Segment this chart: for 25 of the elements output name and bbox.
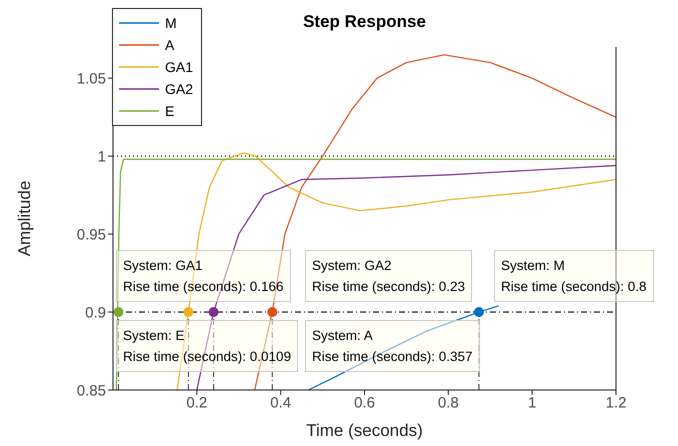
annotation: System: M Rise time (seconds): 0.8 [494, 250, 654, 302]
x-tick-label: 1 [528, 394, 536, 412]
legend-label: M [165, 14, 177, 33]
y-tick-label: 1.05 [76, 70, 106, 88]
x-tick-label: 0.2 [186, 394, 208, 412]
chart-title: Step Response [303, 12, 426, 31]
x-axis-title: Time (seconds) [306, 421, 423, 440]
legend-label: GA2 [165, 80, 194, 99]
y-tick-label: 0.95 [76, 226, 106, 244]
line-series [308, 305, 500, 390]
y-axis-title: Amplitude [15, 180, 34, 256]
annotation: System: GA1 Rise time (seconds): 0.166 [116, 250, 291, 302]
x-tick-label: 0.8 [438, 394, 459, 412]
annotation: System: GA2 Rise time (seconds): 0.23 [305, 250, 472, 302]
x-tick-label: 1.2 [606, 394, 626, 412]
y-tick-label: 0.85 [76, 382, 106, 400]
y-tick-label: 1 [98, 148, 106, 166]
annotation: System: A Rise time (seconds): 0.357 [305, 320, 480, 372]
legend-label: E [165, 102, 174, 121]
legend-label: GA1 [165, 58, 194, 77]
y-tick-label: 0.9 [85, 304, 106, 322]
x-tick-label: 0.6 [354, 394, 375, 412]
x-tick-label: 0.4 [270, 394, 292, 412]
annotation: System: E Rise time (seconds): 0.0109 [116, 320, 298, 372]
legend-label: A [165, 36, 174, 55]
